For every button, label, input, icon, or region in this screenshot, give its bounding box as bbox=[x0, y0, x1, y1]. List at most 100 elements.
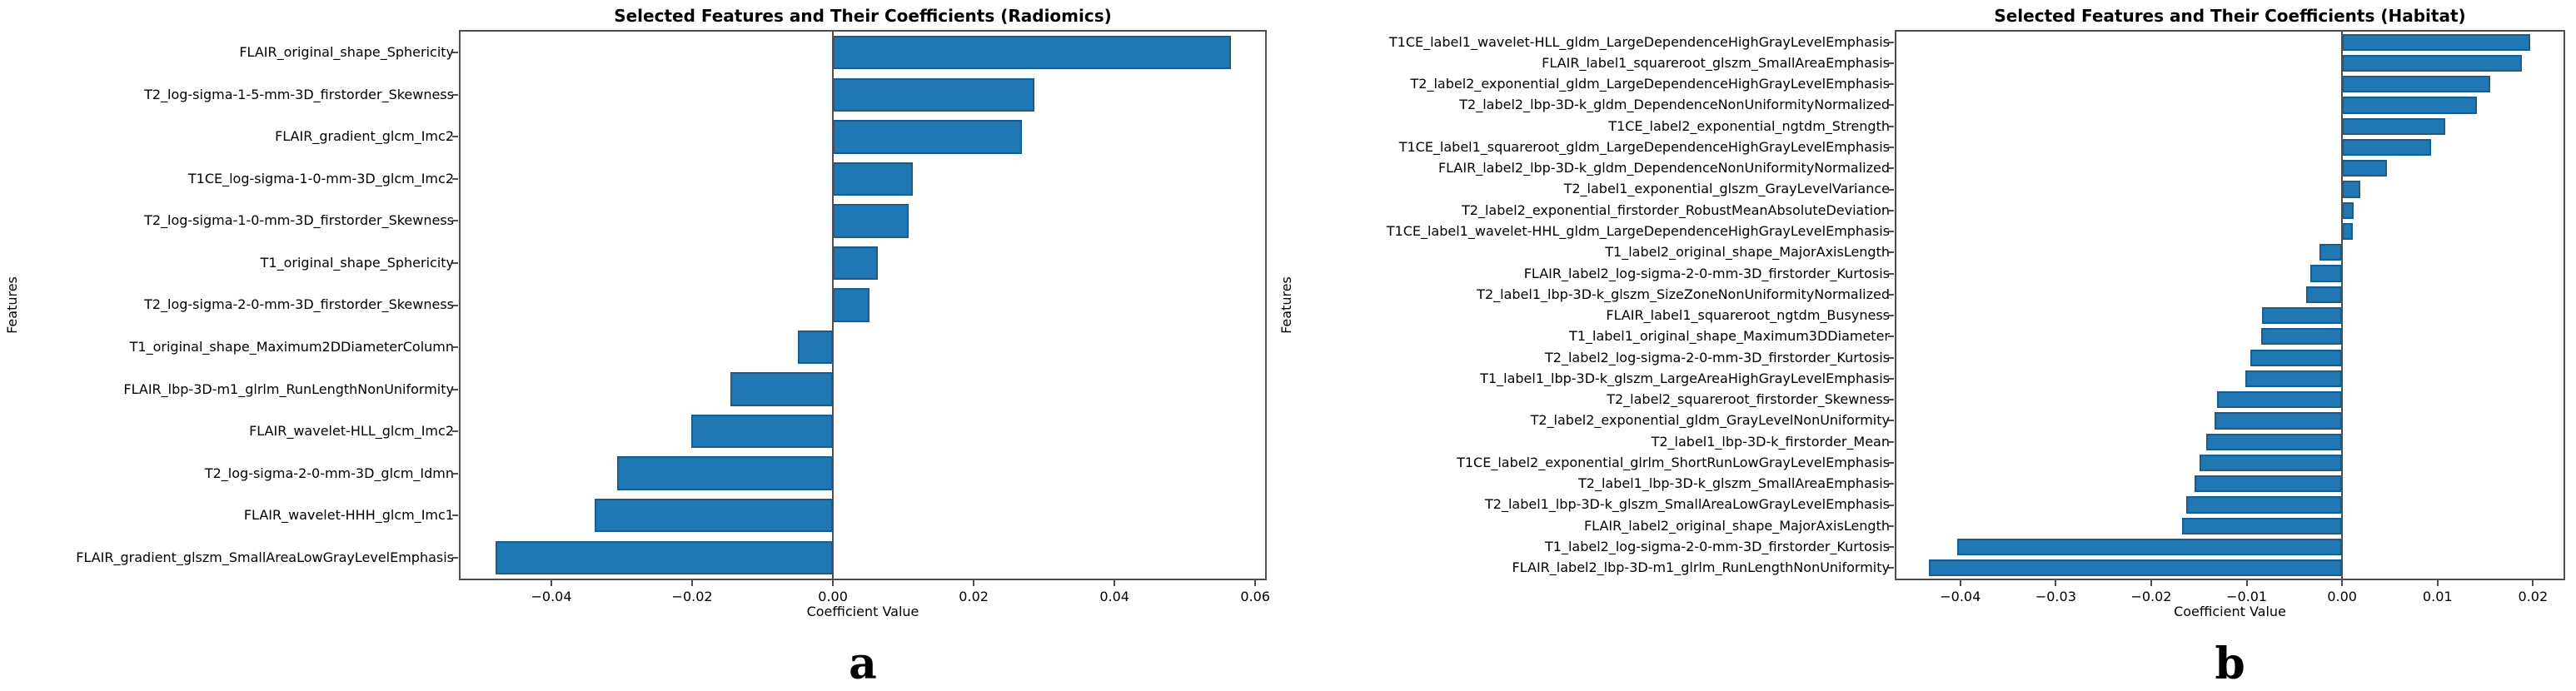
coefficient-bar bbox=[2214, 412, 2343, 430]
feature-label: T1CE_label1_squareroot_gldm_LargeDepende… bbox=[1398, 138, 1890, 155]
feature-label: FLAIR_wavelet-HLL_glcm_Imc2 bbox=[249, 423, 454, 440]
y-tick bbox=[1888, 462, 1894, 465]
coefficient-bar bbox=[2261, 307, 2343, 325]
x-tick bbox=[2436, 580, 2439, 586]
feature-label: T2_label2_lbp-3D-k_gldm_DependenceNonUni… bbox=[1459, 97, 1890, 113]
x-tick bbox=[832, 580, 835, 586]
x-tick-label: 0.00 bbox=[2327, 589, 2357, 604]
y-tick bbox=[1888, 188, 1894, 191]
feature-label: FLAIR_label2_lbp-3D-k_gldm_DependenceNon… bbox=[1437, 160, 1890, 176]
habitat-x-axis-label: Coefficient Value bbox=[2174, 604, 2286, 619]
feature-label: T1_label2_original_shape_MajorAxisLength bbox=[1605, 244, 1890, 261]
y-tick bbox=[1888, 315, 1894, 317]
coefficient-bar bbox=[833, 77, 1034, 112]
x-tick bbox=[691, 580, 694, 586]
coefficient-bar bbox=[833, 204, 909, 238]
y-tick bbox=[1888, 146, 1894, 148]
y-tick bbox=[1888, 231, 1894, 233]
feature-label: T1CE_label1_wavelet-HLL_gldm_LargeDepend… bbox=[1388, 33, 1890, 50]
features-axis-label: Features bbox=[1278, 276, 1294, 334]
y-tick bbox=[1888, 546, 1894, 549]
coefficient-bar bbox=[2260, 328, 2343, 346]
coefficient-bar bbox=[496, 540, 834, 574]
feature-label: FLAIR_gradient_glszm_SmallAreaLowGrayLev… bbox=[76, 549, 454, 565]
coefficient-bar bbox=[833, 120, 1023, 154]
x-tick-label: −0.03 bbox=[2035, 589, 2076, 604]
radiomics-y-axis-label: Features bbox=[2, 32, 22, 579]
feature-label: T2_label2_exponential_gldm_GrayLevelNonU… bbox=[1530, 412, 1890, 429]
x-tick-label: −0.02 bbox=[671, 589, 713, 604]
y-tick bbox=[1888, 125, 1894, 127]
y-tick bbox=[452, 515, 458, 517]
y-tick bbox=[1888, 440, 1894, 443]
y-tick bbox=[452, 93, 458, 96]
coefficient-bar bbox=[1928, 559, 2343, 577]
feature-label: T1_label1_lbp-3D-k_glszm_LargeAreaHighGr… bbox=[1480, 370, 1890, 386]
y-tick bbox=[452, 304, 458, 306]
y-tick bbox=[1888, 272, 1894, 275]
x-tick-label: 0.04 bbox=[1099, 589, 1129, 604]
feature-label: FLAIR_label2_log-sigma-2-0-mm-3D_firstor… bbox=[1523, 265, 1890, 281]
features-axis-label: Features bbox=[3, 276, 20, 334]
subfigure-caption-b: b bbox=[2215, 639, 2245, 689]
x-tick-label: −0.04 bbox=[1940, 589, 1981, 604]
x-tick bbox=[2341, 580, 2344, 586]
x-tick bbox=[1959, 580, 1961, 586]
feature-label: T2_label1_lbp-3D-k_glszm_SmallAreaLowGra… bbox=[1485, 496, 1890, 513]
coefficient-bar bbox=[2250, 349, 2343, 366]
x-tick bbox=[1254, 580, 1257, 586]
y-tick bbox=[1888, 399, 1894, 401]
coefficient-bar bbox=[2342, 54, 2522, 72]
y-tick bbox=[1888, 41, 1894, 43]
x-tick-label: −0.01 bbox=[2226, 589, 2268, 604]
coefficient-bar bbox=[797, 330, 834, 365]
coefficient-bar bbox=[691, 414, 834, 449]
feature-label: FLAIR_lbp-3D-m1_glrlm_RunLengthNonUnifor… bbox=[123, 380, 454, 397]
radiomics-plot-area: −0.04 −0.02 0.00 0.02 0.04 0.06 bbox=[452, 30, 1270, 604]
y-tick bbox=[1888, 83, 1894, 86]
coefficient-bar bbox=[833, 36, 1231, 70]
x-tick bbox=[2245, 580, 2248, 586]
coefficient-bar bbox=[833, 162, 913, 196]
feature-label: T2_label2_log-sigma-2-0-mm-3D_firstorder… bbox=[1545, 349, 1890, 365]
y-tick bbox=[1888, 567, 1894, 569]
feature-label: T1_original_shape_Sphericity bbox=[260, 254, 454, 271]
feature-label: FLAIR_wavelet-HHH_glcm_Imc1 bbox=[243, 507, 454, 524]
coefficient-bar bbox=[833, 246, 879, 281]
feature-label: T2_label2_exponential_firstorder_RobustM… bbox=[1462, 201, 1890, 218]
feature-label: FLAIR_label1_squareroot_ngtdm_Busyness bbox=[1606, 307, 1890, 324]
habitat-y-axis-label: Features bbox=[1276, 32, 1296, 579]
y-tick bbox=[1888, 524, 1894, 527]
y-tick bbox=[452, 346, 458, 349]
feature-label: FLAIR_original_shape_Sphericity bbox=[239, 44, 454, 61]
coefficient-bar bbox=[2245, 370, 2343, 388]
coefficient-bar bbox=[2181, 517, 2343, 534]
feature-label: FLAIR_label2_original_shape_MajorAxisLen… bbox=[1583, 517, 1890, 534]
feature-label: FLAIR_gradient_glcm_Imc2 bbox=[275, 128, 454, 145]
zero-line bbox=[2341, 32, 2344, 579]
x-tick-label: 0.01 bbox=[2422, 589, 2453, 604]
coefficient-bar bbox=[2342, 222, 2353, 241]
coefficient-bar bbox=[2305, 286, 2343, 303]
feature-label: T1CE_label1_wavelet-HHL_gldm_LargeDepend… bbox=[1386, 223, 1890, 240]
coefficient-bar bbox=[2200, 454, 2343, 472]
feature-label: T2_label1_lbp-3D-k_glszm_SmallAreaEmphas… bbox=[1578, 475, 1890, 492]
radiomics-x-axis-label: Coefficient Value bbox=[806, 604, 919, 619]
y-tick bbox=[452, 136, 458, 138]
radiomics-chart-title: Selected Features and Their Coefficients… bbox=[614, 6, 1112, 26]
y-tick bbox=[452, 261, 458, 264]
coefficient-bar bbox=[730, 372, 834, 406]
feature-label: T2_label2_squareroot_firstorder_Skewness bbox=[1607, 391, 1890, 408]
feature-label: T1_original_shape_Maximum2DDiameterColum… bbox=[129, 338, 454, 355]
y-tick bbox=[1888, 62, 1894, 64]
radiomics-feature-labels: FLAIR_original_shape_Sphericity T2_log-si… bbox=[25, 32, 454, 579]
coefficient-bar bbox=[2342, 160, 2387, 177]
feature-label: T2_label1_lbp-3D-k_glszm_SizeZoneNonUnif… bbox=[1477, 286, 1890, 302]
x-tick bbox=[2532, 580, 2534, 586]
x-tick-label: −0.02 bbox=[2130, 589, 2172, 604]
y-tick bbox=[1888, 504, 1894, 506]
coefficient-bar bbox=[2206, 433, 2343, 450]
coefficient-bar bbox=[617, 456, 834, 490]
